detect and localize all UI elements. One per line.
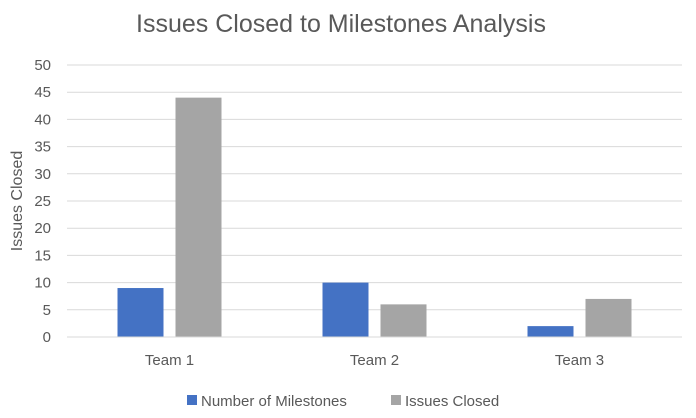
bar-milestones	[117, 288, 164, 337]
y-axis-ticks: 0 5 10 15 20 25 30 35 40 45 50	[34, 57, 51, 346]
x-tick-label: Team 2	[350, 352, 399, 369]
y-tick-label: 30	[34, 166, 51, 183]
y-tick-label: 10	[34, 275, 51, 292]
y-axis-title: Issues Closed	[9, 151, 26, 252]
y-tick-label: 45	[34, 84, 51, 101]
y-tick-label: 40	[34, 111, 51, 128]
gridlines	[67, 64, 682, 311]
bars	[117, 97, 632, 337]
y-tick-label: 50	[34, 57, 51, 74]
x-axis-ticks: Team 1 Team 2 Team 3	[145, 352, 604, 369]
bar-issues-closed	[380, 304, 427, 337]
legend-label: Number of Milestones	[201, 393, 347, 410]
y-tick-label: 15	[34, 247, 51, 264]
y-tick-label: 5	[43, 302, 51, 319]
y-tick-label: 20	[34, 220, 51, 237]
y-tick-label: 25	[34, 193, 51, 210]
bar-issues-closed	[175, 97, 222, 337]
x-tick-label: Team 3	[555, 352, 604, 369]
legend-swatch	[391, 395, 401, 405]
chart-title: Issues Closed to Milestones Analysis	[136, 10, 546, 38]
bar-issues-closed	[585, 298, 632, 337]
legend-label: Issues Closed	[405, 393, 499, 410]
y-tick-label: 0	[43, 329, 51, 346]
bar-milestones	[322, 282, 369, 337]
bar-milestones	[527, 326, 574, 337]
y-tick-label: 35	[34, 139, 51, 156]
legend-swatch	[187, 395, 197, 405]
legend: Number of Milestones Issues Closed	[187, 393, 499, 410]
x-tick-label: Team 1	[145, 352, 194, 369]
